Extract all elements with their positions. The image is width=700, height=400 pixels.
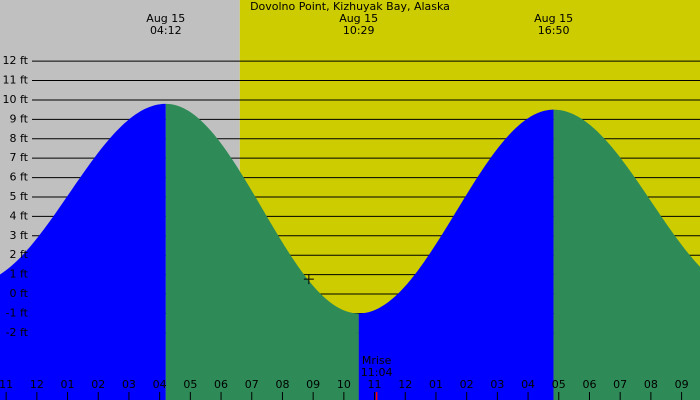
x-tick-label: 03 [122, 378, 136, 391]
x-tick-label: 04 [153, 378, 167, 391]
x-tick-label: 08 [275, 378, 289, 391]
rising-tide [0, 103, 166, 400]
falling-tide [165, 103, 359, 400]
y-tick-label: -1 ft [6, 306, 29, 319]
x-tick-label: 01 [429, 378, 443, 391]
moonrise-label: Mrise [362, 354, 392, 367]
y-tick-label: 3 ft [10, 229, 29, 242]
y-tick-label: 0 ft [10, 287, 29, 300]
extreme-date: Aug 15 [534, 12, 573, 25]
y-tick-label: 10 ft [3, 93, 29, 106]
chart-title: Dovolno Point, Kizhuyak Bay, Alaska [250, 0, 450, 13]
y-tick-label: 5 ft [10, 190, 29, 203]
x-tick-label: 05 [183, 378, 197, 391]
y-tick-label: 1 ft [10, 268, 29, 281]
x-tick-label: 04 [521, 378, 535, 391]
x-tick-label: 03 [490, 378, 504, 391]
extreme-time: 16:50 [538, 24, 570, 37]
x-tick-label: 12 [30, 378, 44, 391]
x-tick-label: 01 [61, 378, 75, 391]
x-tick-label: 05 [552, 378, 566, 391]
y-tick-label: 7 ft [10, 151, 29, 164]
x-tick-label: 08 [644, 378, 658, 391]
x-tick-label: 02 [460, 378, 474, 391]
x-tick-label: 06 [582, 378, 596, 391]
x-tick-label: 06 [214, 378, 228, 391]
x-tick-label: 09 [675, 378, 689, 391]
y-tick-label: -2 ft [6, 326, 29, 339]
x-tick-label: 07 [613, 378, 627, 391]
y-tick-label: 2 ft [10, 248, 29, 261]
x-tick-label: 02 [91, 378, 105, 391]
y-tick-label: 6 ft [10, 171, 29, 184]
x-tick-label: 11 [368, 378, 382, 391]
extreme-date: Aug 15 [339, 12, 378, 25]
y-tick-label: 12 ft [3, 54, 29, 67]
x-tick-label: 12 [398, 378, 412, 391]
x-tick-label: 09 [306, 378, 320, 391]
y-tick-label: 8 ft [10, 132, 29, 145]
extreme-time: 10:29 [343, 24, 375, 37]
moonrise-time: 11:04 [361, 366, 393, 379]
y-tick-label: 9 ft [10, 112, 29, 125]
y-tick-label: 11 ft [3, 74, 29, 87]
x-tick-label: 10 [337, 378, 351, 391]
rising-tide [358, 109, 554, 400]
extreme-date: Aug 15 [146, 12, 185, 25]
falling-tide [553, 109, 700, 400]
y-tick-label: 4 ft [10, 209, 29, 222]
extreme-time: 04:12 [150, 24, 182, 37]
now-marker [303, 274, 314, 285]
x-tick-label: 07 [245, 378, 259, 391]
x-tick-label: 11 [0, 378, 13, 391]
